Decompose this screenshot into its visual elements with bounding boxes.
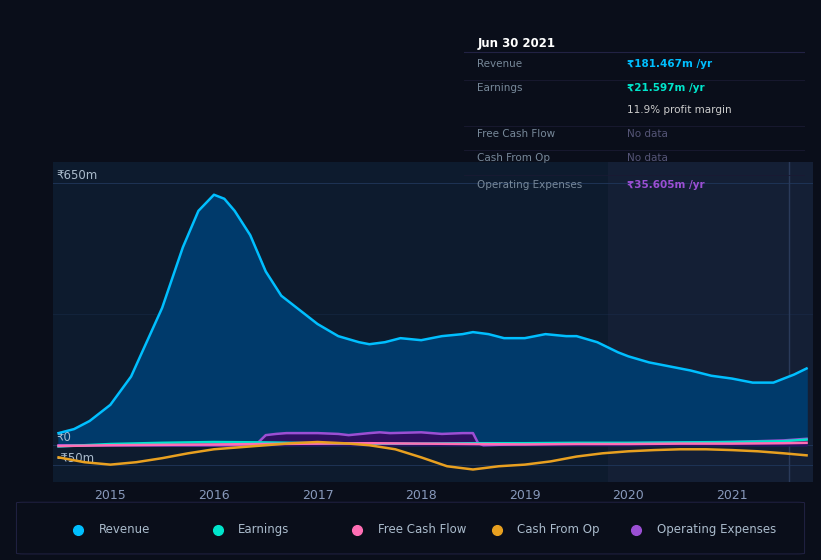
Text: Revenue: Revenue: [99, 523, 150, 536]
Text: Jun 30 2021: Jun 30 2021: [478, 36, 556, 49]
Text: Earnings: Earnings: [478, 83, 523, 93]
Text: Cash From Op: Cash From Op: [478, 153, 551, 164]
Text: -₹50m: -₹50m: [57, 451, 94, 465]
Text: No data: No data: [627, 153, 668, 164]
Text: ₹181.467m /yr: ₹181.467m /yr: [627, 59, 713, 69]
Text: ₹0: ₹0: [57, 431, 71, 445]
Text: 11.9% profit margin: 11.9% profit margin: [627, 105, 732, 115]
Text: Free Cash Flow: Free Cash Flow: [478, 129, 556, 139]
Text: Operating Expenses: Operating Expenses: [657, 523, 776, 536]
Text: Cash From Op: Cash From Op: [517, 523, 599, 536]
Text: Earnings: Earnings: [238, 523, 290, 536]
Text: No data: No data: [627, 129, 668, 139]
Text: Revenue: Revenue: [478, 59, 523, 69]
Text: Operating Expenses: Operating Expenses: [478, 180, 583, 190]
Text: ₹650m: ₹650m: [57, 169, 98, 182]
Text: ₹35.605m /yr: ₹35.605m /yr: [627, 180, 705, 190]
Text: Free Cash Flow: Free Cash Flow: [378, 523, 466, 536]
Bar: [608, 162, 813, 482]
Text: ₹21.597m /yr: ₹21.597m /yr: [627, 83, 705, 93]
